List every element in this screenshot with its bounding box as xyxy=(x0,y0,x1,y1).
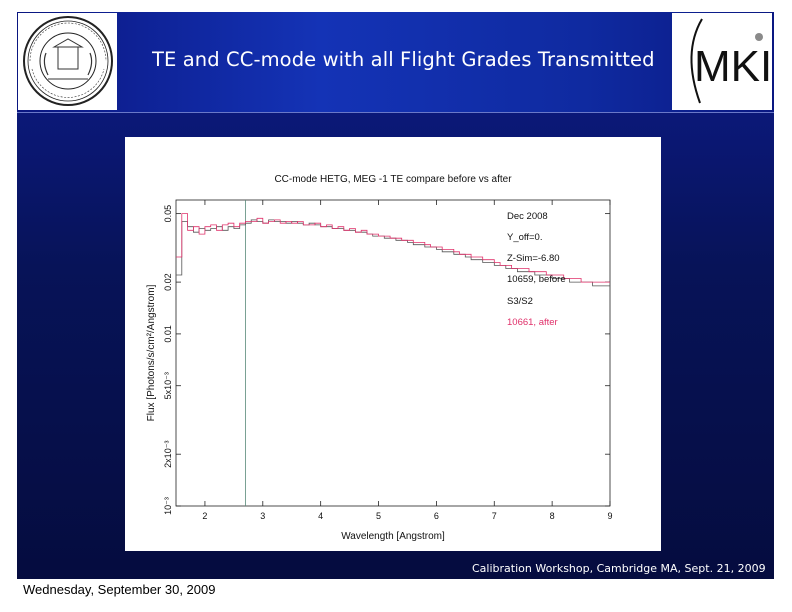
annotation-label: 10659, before xyxy=(507,274,566,285)
plot-area xyxy=(175,199,611,507)
x-axis-label: Wavelength [Angstrom] xyxy=(341,531,445,542)
y-axis-label: Flux [Photons/s/cm²/Angstrom] xyxy=(146,284,157,421)
annotation-label: Z-Sim=-6.80 xyxy=(507,253,560,264)
mki-logo: MKI xyxy=(672,13,772,110)
y-tick-label: 0.05 xyxy=(163,205,173,223)
x-tick-label: 9 xyxy=(607,511,612,521)
y-tick-label: 0.02 xyxy=(163,273,173,291)
mki-logo-text: MKI xyxy=(694,42,772,91)
chart-title: CC-mode HETG, MEG -1 TE compare before v… xyxy=(274,174,512,185)
chart: 2 3 4 5 6 7 8 9 10⁻³ 2x10⁻³ 5x10⁻³ 0.01 0.02 0.05 CC-… xyxy=(146,174,613,542)
x-tick-label: 5 xyxy=(376,511,381,521)
annotation-label: Y_off=0. xyxy=(507,232,542,243)
y-tick-label: 10⁻³ xyxy=(163,497,173,515)
header-band xyxy=(17,12,774,112)
x-tick-label: 7 xyxy=(492,511,497,521)
date-caption: Wednesday, September 30, 2009 xyxy=(23,582,216,597)
annotation-label: S3/S2 xyxy=(507,296,533,307)
annotation-label: 10661, after xyxy=(507,317,558,328)
x-tick-label: 8 xyxy=(550,511,555,521)
series-line-after xyxy=(176,213,610,283)
y-tick-label: 0.01 xyxy=(163,325,173,343)
y-tick-label: 5x10⁻³ xyxy=(163,372,173,399)
x-tick-label: 2 xyxy=(202,511,207,521)
header-divider xyxy=(17,112,774,113)
y-tick-label: 2x10⁻³ xyxy=(163,441,173,468)
footer-text: Calibration Workshop, Cambridge MA, Sept… xyxy=(472,562,766,575)
chart-panel: 2 3 4 5 6 7 8 9 10⁻³ 2x10⁻³ 5x10⁻³ 0.01 0.02 0.05 CC-… xyxy=(125,137,661,551)
x-tick-label: 4 xyxy=(318,511,323,521)
slide: MKI TE and CC-mode with all Flight Grade… xyxy=(17,12,774,579)
annotation-label: Dec 2008 xyxy=(507,211,548,222)
mit-seal-logo xyxy=(18,13,117,110)
page-title: TE and CC-mode with all Flight Grades Tr… xyxy=(152,48,655,71)
x-tick-label: 3 xyxy=(260,511,265,521)
x-tick-label: 6 xyxy=(434,511,439,521)
